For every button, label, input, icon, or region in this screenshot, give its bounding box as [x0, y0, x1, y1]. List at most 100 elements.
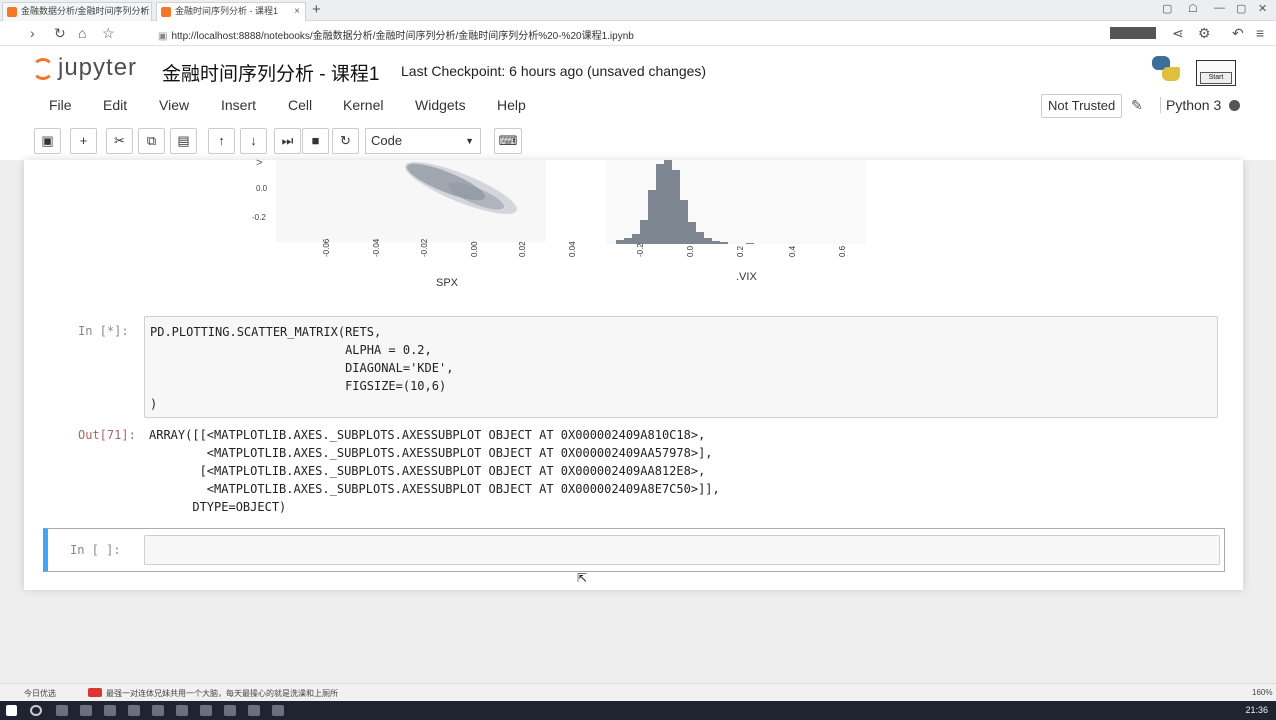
window-badge-icon[interactable]: ▢ [1162, 3, 1173, 15]
arrow-down-icon[interactable]: ↓ [240, 128, 267, 154]
kernel-busy-indicator-icon [1229, 100, 1240, 111]
jupyter-logo-icon [32, 58, 54, 80]
jupyter-logo-text: jupyter [58, 54, 138, 81]
selected-cell[interactable]: In [ ]: [43, 528, 1225, 572]
x-tick-label: 0.4 [788, 245, 797, 257]
share-icon[interactable]: ⋖ [1172, 25, 1184, 41]
url-host: localhost [196, 31, 236, 42]
save-icon[interactable]: ▣ [34, 128, 61, 154]
status-ticker[interactable]: 最强一对连体兄妹共用一个大脑，每天最操心的就是洗澡和上厕所 [106, 689, 338, 698]
arrow-up-icon[interactable]: ↑ [208, 128, 235, 154]
empty-code-input[interactable] [144, 535, 1220, 565]
notebook-background: > 0.0 -0.2 [0, 157, 1276, 683]
jupyter-favicon-icon [161, 7, 171, 17]
tab-title: 金融数据分析/金融时间序列分析 [21, 6, 150, 16]
settings-icon[interactable]: ⚙ [1198, 25, 1211, 41]
home-icon[interactable]: ⌂ [78, 25, 87, 41]
copy-icon[interactable]: ⧉ [138, 128, 165, 154]
refresh-icon[interactable]: ↻ [54, 25, 66, 41]
y-tick-label: -0.2 [252, 213, 266, 222]
app-icon[interactable] [152, 705, 164, 716]
taskbar-clock[interactable]: 21:36 [1245, 705, 1268, 715]
shirt-icon[interactable]: ☖ [1188, 3, 1198, 15]
scatter-matrix-plot: > 0.0 -0.2 [244, 157, 884, 300]
zoom-level[interactable]: 160% [1252, 688, 1273, 697]
menu-edit[interactable]: Edit [103, 97, 128, 113]
app-icon[interactable] [224, 705, 236, 716]
status-left-label[interactable]: 今日优选 [24, 689, 56, 698]
new-tab-icon[interactable]: + [312, 1, 321, 18]
input-prompt: In [ ]: [70, 543, 121, 557]
app-icon[interactable] [80, 705, 92, 716]
restart-icon[interactable]: ↻ [332, 128, 359, 154]
menu-kernel[interactable]: Kernel [343, 97, 384, 113]
python-logo-icon [1150, 54, 1182, 84]
windows-start-icon[interactable] [6, 705, 17, 716]
app-icon[interactable] [200, 705, 212, 716]
site-info-icon[interactable]: ▣ [158, 31, 168, 42]
browser-tab-active[interactable]: 金融时间序列分析 - 课程1 × [156, 2, 306, 21]
menu-widgets[interactable]: Widgets [415, 97, 466, 113]
menu-help[interactable]: Help [497, 97, 526, 113]
menu-icon[interactable]: ≡ [1256, 25, 1265, 41]
bookmark-star-icon[interactable]: ☆ [102, 25, 115, 41]
run-icon[interactable]: ⏭ [274, 128, 301, 154]
checkpoint-status: Last Checkpoint: 6 hours ago (unsaved ch… [401, 63, 707, 79]
notebook-title[interactable]: 金融时间序列分析 - 课程1 [162, 64, 380, 85]
undo-icon[interactable]: ↶ [1232, 25, 1244, 41]
stop-icon[interactable]: ■ [302, 128, 329, 154]
forward-icon[interactable]: › [30, 25, 35, 41]
jupyter-header: jupyter 金融时间序列分析 - 课程1 Last Checkpoint: … [0, 46, 1276, 94]
start-widget[interactable]: Start [1196, 60, 1236, 86]
maximize-icon[interactable]: ▢ [1236, 3, 1247, 15]
menu-cell[interactable]: Cell [288, 97, 313, 113]
output-text: ARRAY([[<MATPLOTLIB.AXES._SUBPLOTS.AXESS… [149, 428, 720, 514]
address-bar: › ↻ ⌂ ☆ ▣ http://localhost:8888/notebooks… [0, 21, 1276, 46]
app-icon[interactable] [104, 705, 116, 716]
menu-insert[interactable]: Insert [221, 97, 257, 113]
menu-file[interactable]: File [49, 97, 72, 113]
url-field[interactable]: ▣ http://localhost:8888/notebooks/金融数据分析/… [158, 27, 634, 42]
close-tab-icon[interactable]: × [140, 6, 146, 17]
input-prompt: In [*]: [78, 324, 129, 338]
x-tick-label: 0.0 [686, 245, 695, 257]
news-icon [88, 688, 102, 697]
kernel-name: Python 3 [1160, 97, 1221, 113]
app-icon[interactable] [272, 705, 284, 716]
scatter-subplot [276, 160, 546, 242]
extension-badge-icon[interactable] [1110, 27, 1156, 39]
not-trusted-button[interactable]: Not Trusted [1041, 94, 1123, 118]
x-tick-label: 0.6 [838, 245, 847, 257]
code-text[interactable]: PD.PLOTTING.SCATTER_MATRIX(RETS, ALPHA =… [150, 325, 454, 411]
menu-bar: File Edit View Insert Cell Kernel Widget… [0, 94, 1276, 118]
menu-view[interactable]: View [159, 97, 190, 113]
expand-output-icon[interactable]: > [256, 157, 263, 169]
jupyter-logo[interactable]: jupyter [32, 52, 142, 82]
close-tab-icon[interactable]: × [294, 6, 300, 17]
x-tick-label: 0.00 [470, 241, 479, 257]
start-button[interactable]: Start [1200, 72, 1232, 84]
x-tick-label: -0.02 [420, 238, 429, 257]
code-input-area[interactable]: PD.PLOTTING.SCATTER_MATRIX(RETS, ALPHA =… [144, 316, 1218, 418]
histogram-bars [616, 160, 754, 244]
edit-pencil-icon[interactable]: ✎ [1131, 97, 1143, 113]
paste-icon[interactable]: ▤ [170, 128, 197, 154]
keyboard-icon[interactable]: ⌨ [494, 128, 522, 154]
app-icon[interactable] [176, 705, 188, 716]
app-icon[interactable] [248, 705, 260, 716]
task-view-icon[interactable] [56, 705, 68, 716]
jupyter-favicon-icon [7, 7, 17, 17]
cell-type-value: Code [371, 133, 403, 148]
cell-type-select[interactable]: Code ▼ [365, 128, 481, 154]
browser-tab[interactable]: 金融数据分析/金融时间序列分析 × [2, 2, 152, 21]
close-window-icon[interactable]: ✕ [1258, 3, 1268, 15]
cut-icon[interactable]: ✂ [106, 128, 133, 154]
search-icon[interactable] [30, 705, 42, 716]
app-icon[interactable] [128, 705, 140, 716]
tab-title: 金融时间序列分析 - 课程1 [175, 6, 279, 16]
minimize-icon[interactable]: — [1214, 2, 1225, 14]
plus-icon[interactable]: + [70, 128, 97, 154]
chevron-down-icon: ▼ [465, 136, 474, 146]
output-prompt: Out[71]: [78, 428, 136, 442]
browser-tab-bar: 金融数据分析/金融时间序列分析 × 金融时间序列分析 - 课程1 × + ▢ ☖… [0, 0, 1276, 21]
